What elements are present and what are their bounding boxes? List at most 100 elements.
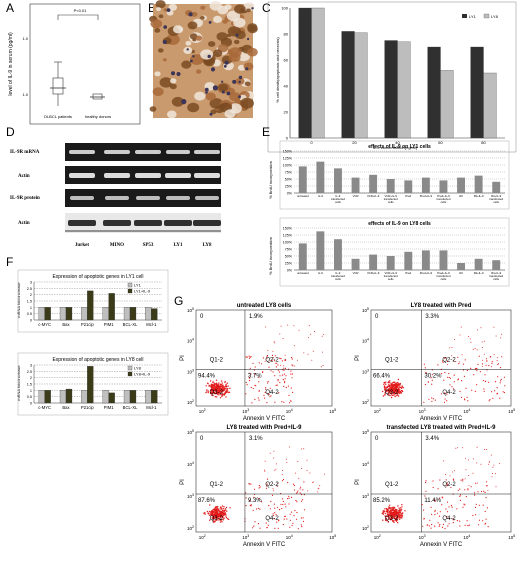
- flow-event: [465, 457, 467, 459]
- flow-event: [252, 527, 254, 529]
- panel-f-ly1-xtick: Bax: [62, 322, 70, 327]
- panel-f-ly1-bar: [65, 307, 73, 321]
- flow-event: [301, 468, 303, 469]
- flow-event: [477, 363, 479, 366]
- flow-event: [476, 349, 478, 351]
- flow-event: [211, 392, 213, 395]
- panel-e-ly8-bar: [404, 251, 413, 270]
- panel-e-label: E: [262, 125, 270, 139]
- flow-event: [212, 511, 214, 513]
- flow-event: [445, 508, 447, 510]
- flow-event: [491, 361, 493, 363]
- flow-event: [453, 381, 455, 383]
- panel-e-ly1-bar: [334, 168, 342, 193]
- panel-e-ly8-xtick: Rit+IL-9 transfected cells: [489, 271, 503, 281]
- flow-event: [220, 380, 223, 382]
- blot-row-label-il9r-protein: IL-9R protein: [10, 196, 40, 201]
- panel-c-bar-ly8: [354, 32, 368, 139]
- flow-event: [430, 506, 432, 508]
- flow-event: [447, 376, 449, 378]
- quadrant-ur-value: 3.4%: [425, 436, 439, 442]
- flow-event: [274, 507, 276, 509]
- flow-event: [259, 527, 261, 529]
- flow-event: [390, 515, 393, 518]
- flow-event: [442, 523, 444, 526]
- flow-event: [497, 363, 500, 365]
- flow-event: [271, 354, 274, 356]
- ihc-cell: [243, 62, 254, 71]
- flow-event: [443, 401, 446, 403]
- flow-event: [213, 385, 216, 387]
- flow-event: [500, 333, 502, 335]
- flow-event: [310, 333, 312, 335]
- blot-band: [135, 173, 161, 178]
- flow-event: [276, 384, 278, 386]
- flow-event: [389, 391, 392, 393]
- flow-event: [277, 369, 279, 371]
- panel-e-ly8-frame: [279, 217, 510, 287]
- flow-event: [491, 476, 493, 478]
- flow-event: [291, 524, 293, 527]
- flow-event: [393, 510, 395, 512]
- flow-events: [381, 446, 501, 530]
- ihc-cell: [200, 5, 206, 10]
- flow-event: [219, 508, 221, 510]
- flow-event: [218, 510, 221, 512]
- ihc-cell: [247, 47, 258, 57]
- flow-event: [303, 509, 306, 511]
- panel-f-ly1-xtick: P21cip: [81, 322, 94, 327]
- flow-event: [278, 392, 280, 394]
- flow-event: [452, 471, 453, 473]
- flow-event: [388, 384, 390, 386]
- flow-event: [274, 362, 276, 364]
- flow-event: [283, 518, 285, 520]
- flow-event: [452, 388, 455, 390]
- ihc-cell: [244, 81, 251, 87]
- flow-event: [388, 380, 390, 383]
- panel-f-ly1-bar: [44, 307, 51, 321]
- flow-event: [216, 386, 218, 388]
- flow-event: [429, 519, 431, 521]
- x-tick-label: 105: [329, 534, 336, 540]
- flow-event: [209, 392, 212, 395]
- flow-event: [474, 390, 476, 392]
- flow-event: [431, 397, 433, 399]
- flow-event: [434, 510, 436, 512]
- gate-label-q2: Q2-2: [442, 482, 456, 488]
- panel-e-ly8-bar: [316, 231, 325, 270]
- panel-e-ly1-ytick: 50%: [285, 178, 293, 182]
- ihc-cell: [195, 35, 203, 41]
- flow-event: [265, 387, 267, 389]
- flow-event: [393, 394, 395, 396]
- panel-e-ly8-xtick: IL-9: [318, 271, 323, 275]
- ihc-cell: [234, 4, 246, 14]
- panel-f-ly8-bar: [151, 390, 158, 404]
- flow-event: [400, 510, 402, 512]
- panel-f-ly1-bar: [129, 307, 137, 321]
- flow-event: [218, 394, 220, 396]
- panel-c-legend: LY1 LY8: [462, 13, 499, 19]
- flow-event: [248, 357, 251, 359]
- flow-event: [391, 508, 393, 510]
- flow-event: [269, 387, 271, 389]
- flow-event: [225, 506, 228, 509]
- gate-label-q1: Q1-2: [210, 358, 224, 364]
- blot-row-label-il9r-mrna: IL-9R mRNA: [10, 150, 40, 155]
- flow-event: [225, 513, 227, 516]
- flow-event: [443, 379, 445, 381]
- panel-f-ly1-bar: [123, 307, 131, 321]
- flow-event: [431, 523, 433, 526]
- flow-event: [211, 514, 213, 516]
- flow-event: [395, 382, 397, 385]
- panel-e-ly8-title: effects of IL-9 on LY8 cells: [368, 221, 431, 227]
- flow-event: [284, 380, 286, 382]
- flow-event: [206, 389, 208, 391]
- flow-plot-title: LY8 treated with Pred+IL-9: [227, 425, 303, 431]
- flow-event: [453, 479, 455, 481]
- flow-event: [482, 379, 484, 382]
- flow-event: [217, 390, 220, 393]
- ihc-nucleus: [210, 67, 216, 72]
- flow-event: [269, 396, 271, 398]
- flow-event: [385, 389, 387, 391]
- flow-event: [464, 524, 466, 527]
